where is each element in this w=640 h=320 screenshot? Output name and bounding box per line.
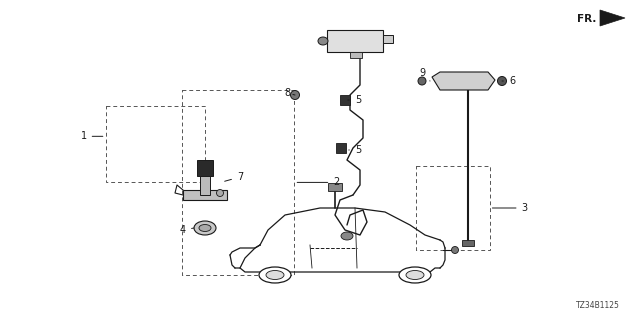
- Text: 7: 7: [225, 172, 243, 182]
- Text: FR.: FR.: [577, 14, 596, 24]
- Bar: [340, 95, 350, 105]
- Ellipse shape: [259, 267, 291, 283]
- Ellipse shape: [318, 37, 328, 45]
- Ellipse shape: [406, 270, 424, 279]
- Ellipse shape: [194, 221, 216, 235]
- Bar: [462, 240, 474, 246]
- Ellipse shape: [497, 76, 506, 85]
- Bar: [327, 30, 383, 52]
- Bar: [197, 160, 213, 176]
- Ellipse shape: [266, 270, 284, 279]
- Text: TZ34B1125: TZ34B1125: [576, 301, 620, 310]
- Text: 5: 5: [349, 145, 361, 155]
- Text: 1: 1: [81, 131, 103, 141]
- Text: 3: 3: [492, 203, 527, 213]
- Text: 5: 5: [348, 95, 361, 105]
- Polygon shape: [600, 10, 625, 26]
- Ellipse shape: [216, 189, 223, 196]
- Bar: [328, 183, 342, 191]
- Ellipse shape: [451, 246, 458, 253]
- Bar: [336, 143, 346, 153]
- Ellipse shape: [199, 225, 211, 231]
- Bar: [350, 52, 362, 58]
- Text: 4: 4: [180, 225, 194, 235]
- Text: 6: 6: [502, 76, 515, 86]
- Bar: [183, 190, 227, 200]
- Bar: [182, 90, 294, 275]
- Text: 2: 2: [297, 177, 340, 188]
- Bar: [106, 106, 205, 182]
- Ellipse shape: [418, 77, 426, 85]
- Ellipse shape: [291, 91, 300, 100]
- Ellipse shape: [399, 267, 431, 283]
- Polygon shape: [432, 72, 495, 90]
- Text: 8: 8: [284, 88, 295, 98]
- Bar: [200, 175, 210, 195]
- Ellipse shape: [341, 232, 353, 240]
- Text: 9: 9: [419, 68, 430, 81]
- Bar: [383, 35, 393, 43]
- Bar: [416, 166, 490, 250]
